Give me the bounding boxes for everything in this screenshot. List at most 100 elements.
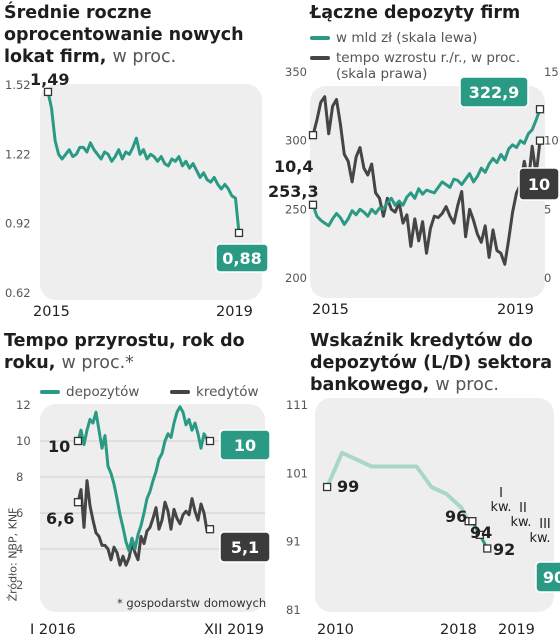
legend-swatch-teal bbox=[40, 390, 60, 394]
chart3-label-deposits-end-box bbox=[219, 429, 271, 461]
chart1-title-bold: Średnie roczne oprocentowanie nowych lok… bbox=[4, 3, 244, 67]
legend-swatch-dark bbox=[310, 56, 330, 60]
chart3-legend-label-2: kredytów bbox=[196, 384, 259, 400]
chart1-series-line bbox=[46, 90, 241, 235]
chart3-xtick-0: I 2016 bbox=[30, 622, 76, 638]
chart4-title: Wskaźnik kredytów do depozytów (L/D) sek… bbox=[310, 330, 558, 396]
chart1-ytick-1: 1.22 bbox=[5, 147, 31, 161]
chart3-label-loans-end-text: 5,1 bbox=[231, 538, 259, 557]
chart3-legend-label-1: depozytów bbox=[66, 384, 140, 400]
chart3-ytick-1: 10 bbox=[16, 434, 31, 448]
chart1-plot-area bbox=[40, 84, 262, 300]
chart2-xtick-0: 2015 bbox=[312, 302, 349, 318]
chart2-ytick-right-3: 0 bbox=[544, 271, 551, 285]
chart2-series-growth bbox=[311, 95, 542, 266]
chart1-label-start: 1,49 bbox=[30, 70, 69, 89]
chart2-label-right-end-box bbox=[518, 167, 560, 201]
chart4-ytick-3: 81 bbox=[286, 603, 301, 617]
chart2-end-marker-right bbox=[535, 136, 545, 145]
chart4-title-unit: w proc. bbox=[435, 375, 499, 395]
chart4-q1-name-line1: I bbox=[499, 486, 503, 501]
chart2-ytick-right-2: 5 bbox=[544, 202, 551, 216]
chart2-xtick-1: 2019 bbox=[497, 302, 534, 318]
chart4-label-q1: 96 bbox=[445, 507, 467, 526]
chart1-ytick-0: 1.52 bbox=[5, 78, 31, 92]
chart4-start-marker bbox=[322, 482, 332, 492]
chart3-plot-area bbox=[40, 404, 265, 612]
chart2-label-left-start: 253,3 bbox=[268, 182, 319, 201]
chart3-title-unit: w proc.* bbox=[61, 353, 134, 373]
chart2-legend-label-2: tempo wzrostu r./r., w proc. (skala praw… bbox=[336, 50, 521, 82]
chart3-footnote: * gospodarstw domowych bbox=[117, 596, 266, 610]
chart2-legend: w mld zł (skala lewa) tempo wzrostu r./r… bbox=[310, 30, 550, 82]
chart3-ytick-0: 12 bbox=[16, 398, 31, 412]
chart1-start-marker bbox=[43, 87, 53, 97]
chart3-xtick-1: XII 2019 bbox=[204, 622, 264, 638]
chart4-title-bold: Wskaźnik kredytów do depozytów (L/D) sek… bbox=[310, 331, 553, 395]
chart4-xtick-2: 2019 bbox=[498, 622, 535, 638]
chart3-label-loans-start: 6,6 bbox=[46, 509, 74, 528]
chart2-end-marker-left bbox=[535, 105, 545, 114]
chart4-label-start: 99 bbox=[337, 477, 359, 496]
chart4-label-end-box bbox=[535, 561, 560, 593]
chart3-series-loans bbox=[76, 479, 212, 567]
chart4-label-q2: 94 bbox=[470, 523, 492, 542]
chart3-ytick-4: 4 bbox=[16, 542, 23, 556]
chart2-ytick-right-0: 15 bbox=[544, 65, 559, 79]
chart2-series-deposits bbox=[311, 107, 542, 228]
chart3-label-deposits-start: 10 bbox=[48, 437, 70, 456]
chart4-xtick-0: 2010 bbox=[317, 622, 354, 638]
chart3-title: Tempo przyrostu, rok do roku, w proc.* bbox=[4, 330, 264, 374]
chart1-title: Średnie roczne oprocentowanie nowych lok… bbox=[4, 2, 274, 68]
chart4-q1-name-line2: kw. bbox=[490, 500, 511, 515]
chart2-label-left-end-box bbox=[459, 76, 529, 108]
chart2-start-marker-left bbox=[308, 200, 318, 209]
chart2-ytick-left-3: 200 bbox=[285, 271, 307, 285]
chart3-ytick-5: 2 bbox=[16, 578, 23, 592]
chart2-ytick-right-1: 10 bbox=[544, 134, 559, 148]
chart2-ytick-left-1: 300 bbox=[285, 134, 307, 148]
chart2-start-marker-right bbox=[308, 131, 318, 140]
chart2-title: Łączne depozyty firm bbox=[310, 2, 520, 24]
chart4-plot-area bbox=[315, 398, 554, 612]
chart3-start-marker-deposits bbox=[73, 436, 83, 446]
chart4-q3-name-line1: III bbox=[539, 517, 551, 532]
chart3-title-bold: Tempo przyrostu, rok do roku, bbox=[4, 331, 245, 373]
chart3-series-deposits bbox=[76, 405, 212, 553]
chart3-start-marker-loans bbox=[73, 498, 83, 507]
chart2-legend-item-growth: tempo wzrostu r./r., w proc. (skala praw… bbox=[310, 50, 546, 82]
chart4-q2-marker bbox=[468, 517, 477, 526]
chart1-label-end-box bbox=[215, 243, 269, 273]
chart1-title-unit: w proc. bbox=[112, 47, 177, 67]
chart1-xtick-1: 2019 bbox=[216, 304, 253, 320]
chart2-title-bold: Łączne depozyty firm bbox=[310, 3, 521, 23]
chart3-ytick-2: 8 bbox=[16, 470, 23, 484]
chart3-label-deposits-end-text: 10 bbox=[234, 436, 256, 455]
chart4-label-end-text: 90 bbox=[543, 568, 560, 587]
chart3-legend-item-loans: kredytów bbox=[170, 384, 259, 400]
chart4-ytick-1: 101 bbox=[286, 466, 308, 480]
chart1-ytick-3: 0.62 bbox=[5, 286, 31, 300]
chart2-legend-label-1: w mld zł (skala lewa) bbox=[336, 30, 478, 46]
chart4-q3-name-line2: kw. bbox=[529, 531, 550, 546]
chart4-q3-marker bbox=[475, 530, 484, 539]
chart1-end-marker bbox=[234, 228, 244, 238]
legend-swatch-dark bbox=[170, 390, 190, 394]
chart4-q2-name-line1: II bbox=[519, 501, 527, 516]
chart4-ytick-0: 111 bbox=[286, 398, 308, 412]
chart3-label-loans-end-box bbox=[219, 531, 271, 563]
chart3-legend: depozytów kredytów bbox=[40, 384, 280, 404]
legend-swatch-teal bbox=[310, 36, 330, 40]
chart4-end-marker bbox=[483, 544, 492, 553]
chart4-label-q3: 92 bbox=[493, 540, 515, 559]
chart4-q2-name-line2: kw. bbox=[510, 515, 531, 530]
chart1-ytick-2: 0.92 bbox=[5, 217, 31, 231]
chart4-xtick-1: 2018 bbox=[440, 622, 477, 638]
chart2-label-left-end-text: 322,9 bbox=[469, 83, 520, 102]
chart4-series-historical bbox=[325, 450, 471, 524]
chart2-label-right-start: 10,4 bbox=[274, 157, 313, 176]
chart1-xtick-0: 2015 bbox=[33, 304, 70, 320]
chart3-ytick-3: 6 bbox=[16, 506, 23, 520]
chart3-legend-item-deposits: depozytów bbox=[40, 384, 139, 400]
